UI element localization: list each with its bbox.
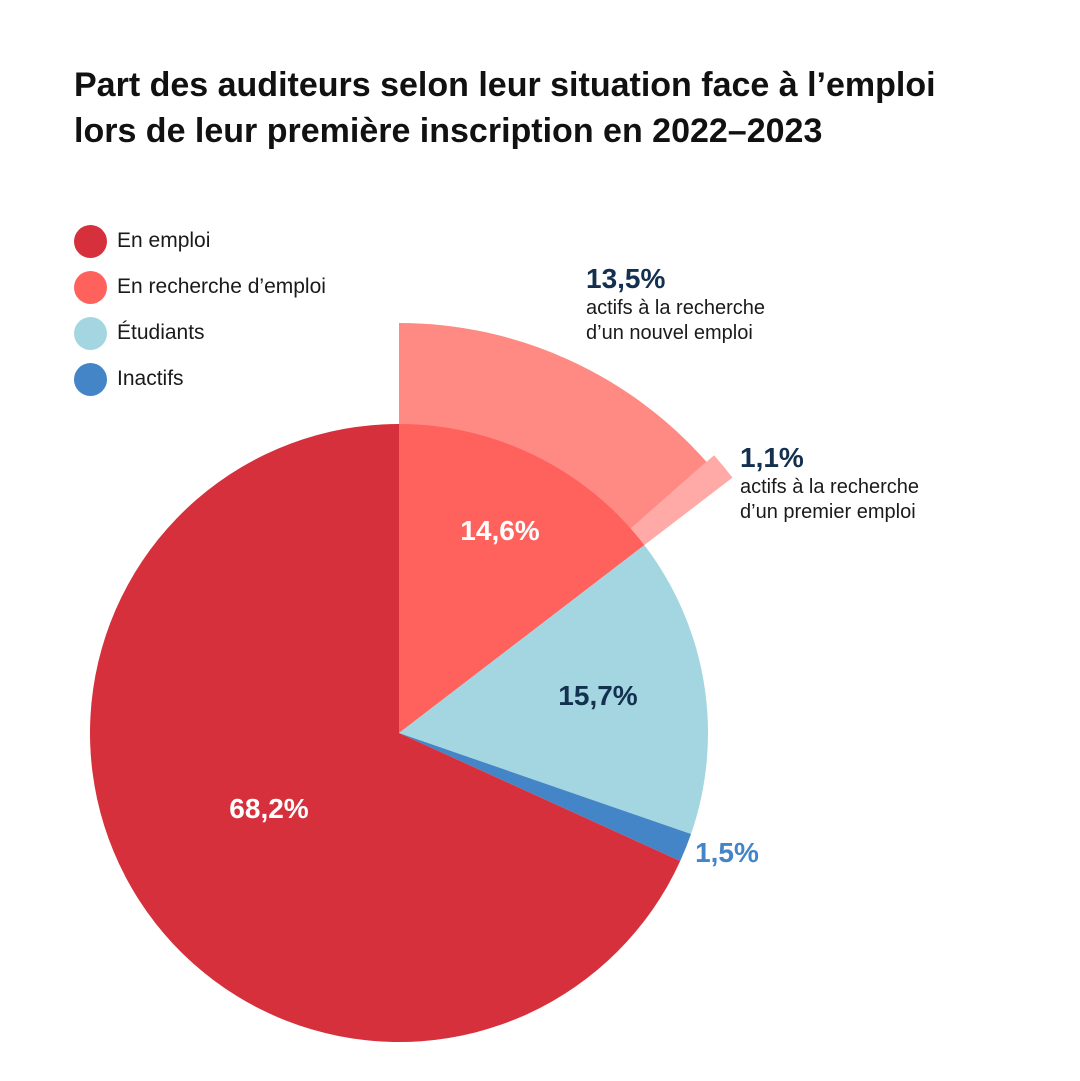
annotation-premier-emploi-line-1: actifs à la recherche: [740, 476, 919, 498]
legend-label: Inactifs: [117, 367, 184, 390]
chart-title-line-2: lors de leur première inscription en 202…: [74, 112, 823, 150]
legend: En emploi En recherche d’emploi Étudiant…: [74, 218, 326, 402]
annotation-premier-emploi-line-2: d’un premier emploi: [740, 501, 916, 523]
legend-label: Étudiants: [117, 321, 205, 344]
slice-en-recherche: [399, 424, 645, 733]
annotation-nouvel-emploi-value: 13,5%: [586, 263, 666, 294]
label-en-recherche: 14,6%: [460, 515, 539, 546]
legend-label: En emploi: [117, 229, 211, 252]
chart-title-line-1: Part des auditeurs selon leur situation …: [74, 66, 936, 104]
label-inactifs: 1,5%: [695, 837, 759, 868]
chart-title: Part des auditeurs selon leur situation …: [74, 62, 1034, 154]
legend-item-en-recherche: En recherche d’emploi: [74, 264, 326, 310]
annotation-premier-emploi: 1,1% actifs à la recherche d’un premier …: [740, 441, 919, 525]
slice-en-emploi: [89, 424, 681, 1042]
legend-swatch-en-emploi: [74, 224, 107, 258]
annotation-nouvel-emploi-line-1: actifs à la recherche: [586, 297, 765, 319]
legend-swatch-etudiants: [74, 316, 107, 350]
label-en-emploi: 68,2%: [229, 793, 308, 824]
annotation-nouvel-emploi: 13,5% actifs à la recherche d’un nouvel …: [586, 262, 765, 346]
legend-swatch-en-recherche: [74, 270, 107, 304]
legend-label: En recherche d’emploi: [117, 275, 326, 298]
label-etudiants: 15,7%: [558, 680, 637, 711]
legend-item-etudiants: Étudiants: [74, 310, 326, 356]
annotation-nouvel-emploi-line-2: d’un nouvel emploi: [586, 322, 753, 344]
slice-etudiants: [399, 545, 708, 835]
legend-swatch-inactifs: [74, 362, 107, 396]
legend-item-inactifs: Inactifs: [74, 356, 326, 402]
annotation-premier-emploi-value: 1,1%: [740, 442, 804, 473]
legend-item-en-emploi: En emploi: [74, 218, 326, 264]
slice-inactifs: [399, 733, 692, 862]
